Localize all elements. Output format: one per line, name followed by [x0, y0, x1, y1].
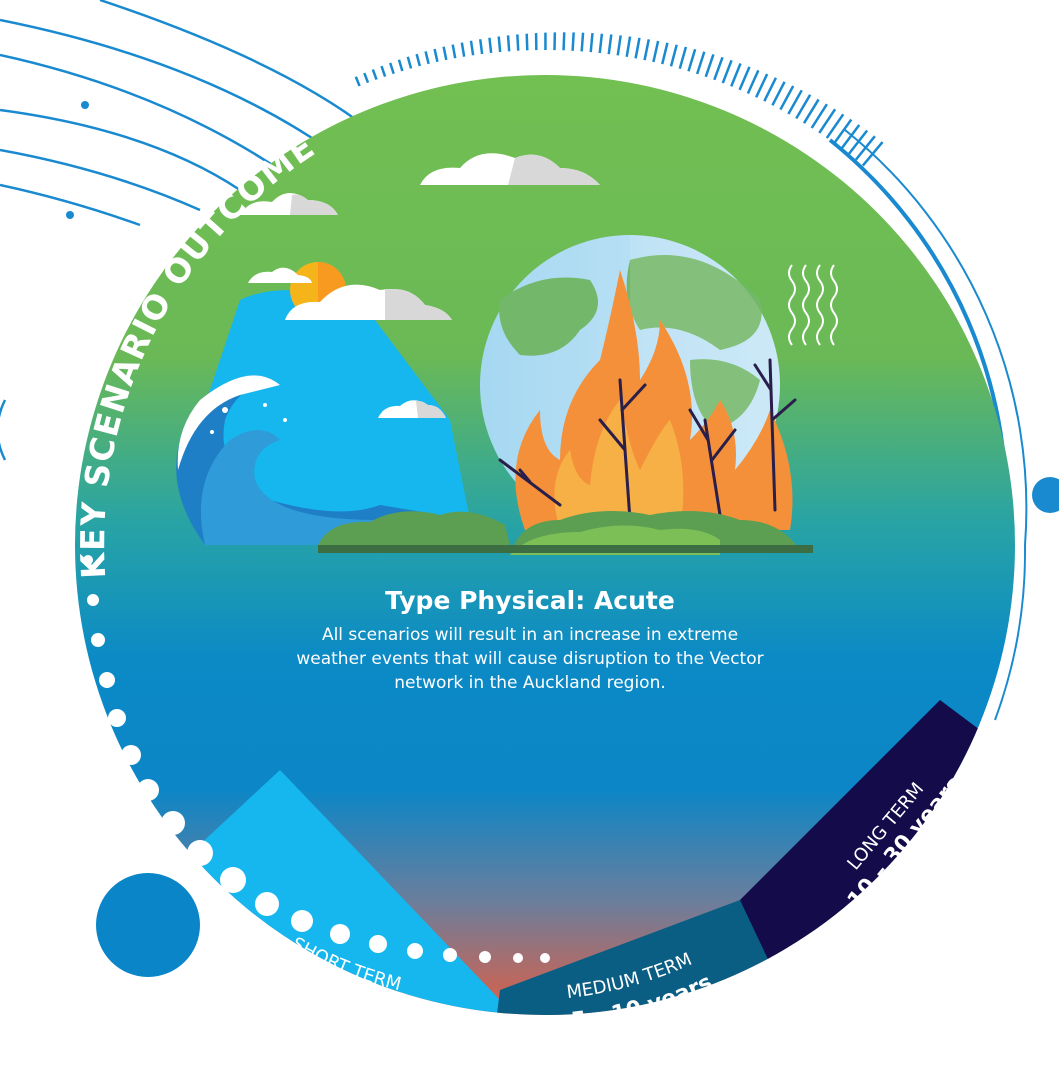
timeline-dot	[513, 953, 523, 963]
tick-mark	[755, 73, 769, 98]
tick-mark	[825, 113, 845, 139]
tick-mark	[818, 108, 837, 134]
tick-mark	[616, 35, 622, 56]
tick-mark	[424, 51, 430, 65]
bare-tree-icon	[498, 358, 797, 522]
tick-mark	[802, 98, 820, 124]
tick-mark	[625, 36, 632, 57]
tick-mark	[516, 34, 520, 51]
tick-mark	[460, 42, 466, 57]
timeline-dot	[91, 633, 105, 647]
timeline-dot	[443, 948, 457, 962]
tick-mark	[643, 39, 651, 61]
timeline-dot	[291, 910, 313, 932]
tick-mark	[525, 33, 529, 51]
cloud-icon	[240, 192, 338, 215]
tick-mark	[833, 118, 853, 145]
timeline-dot	[407, 943, 423, 959]
cloud-icon	[420, 153, 600, 185]
tick-mark	[861, 141, 884, 167]
tick-mark	[787, 89, 803, 115]
tick-mark	[771, 81, 786, 106]
outcome-description: All scenarios will result in an increase…	[296, 625, 764, 693]
tick-mark	[589, 32, 594, 53]
tick-mark	[478, 39, 484, 55]
tick-mark	[704, 54, 715, 78]
sky-panel	[200, 290, 470, 545]
timeline-dots	[83, 555, 550, 963]
timeline-dot	[83, 555, 93, 565]
tick-mark	[746, 69, 760, 95]
timeline-dot	[369, 935, 387, 953]
tick-mark	[669, 44, 678, 67]
tick-mark	[598, 33, 604, 54]
fire-icon	[515, 270, 793, 530]
tick-mark	[695, 51, 706, 75]
cloud-icon	[378, 400, 446, 418]
tick-mark	[854, 135, 876, 161]
tick-mark	[847, 129, 869, 155]
tick-mark	[433, 48, 439, 63]
cloud-icon	[285, 284, 452, 320]
tick-mark	[661, 42, 669, 65]
decorative-orbit-lines	[0, 0, 371, 461]
tick-mark	[497, 36, 502, 53]
outcome-title: Type Physical: Acute	[385, 586, 675, 615]
outcome-card: Type Physical: Acute All scenarios will …	[250, 586, 810, 695]
timeline-end-dot	[1032, 477, 1059, 513]
tick-mark	[451, 44, 457, 59]
medium-term-segment	[490, 900, 820, 1015]
tick-mark	[687, 48, 697, 72]
timeline-dot	[330, 924, 350, 944]
tick-mark	[678, 46, 688, 70]
tick-mark	[810, 103, 828, 129]
tick-mark	[795, 94, 812, 120]
tick-mark	[363, 72, 370, 84]
timeline-dot	[99, 672, 115, 688]
tick-mark	[721, 59, 733, 84]
tick-mark	[571, 32, 575, 51]
tick-mark	[730, 63, 742, 87]
timeline-dot	[479, 951, 491, 963]
timeline-start-dot	[96, 873, 200, 977]
tick-mark	[607, 34, 613, 55]
tick-mark	[415, 53, 422, 67]
tick-mark	[713, 56, 724, 81]
timeline-dot	[220, 867, 246, 893]
timeline-dot	[108, 709, 126, 727]
timeline-dot	[121, 745, 141, 765]
tick-mark	[389, 62, 395, 75]
timeline-dot	[137, 779, 159, 801]
tick-mark	[652, 40, 660, 63]
wave-icon	[176, 375, 500, 545]
tick-mark	[371, 69, 378, 80]
tick-mark	[738, 66, 751, 91]
tick-mark	[763, 77, 778, 102]
timeline-dot	[87, 594, 99, 606]
tick-mark	[634, 37, 641, 59]
tick-mark	[779, 85, 795, 111]
tick-mark	[562, 32, 566, 51]
tick-mark	[406, 56, 413, 69]
tick-mark	[442, 46, 448, 61]
timeline-dot	[540, 953, 550, 963]
tick-mark	[397, 59, 404, 72]
bush-icon	[318, 511, 813, 555]
timeline-dot	[255, 892, 279, 916]
tick-marks	[354, 32, 884, 167]
tick-mark	[506, 35, 511, 52]
tick-mark	[354, 76, 361, 87]
tick-mark	[580, 32, 585, 52]
timeline-dot	[187, 840, 213, 866]
tick-mark	[380, 65, 387, 77]
tick-mark	[469, 40, 475, 56]
tick-mark	[840, 124, 861, 150]
heat-waves-icon	[788, 264, 838, 346]
timeline-dot	[161, 811, 185, 835]
cloud-icon	[248, 267, 312, 283]
tick-mark	[488, 37, 493, 54]
